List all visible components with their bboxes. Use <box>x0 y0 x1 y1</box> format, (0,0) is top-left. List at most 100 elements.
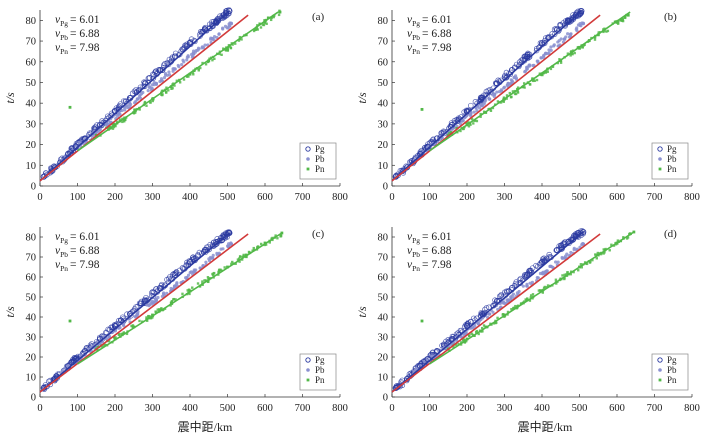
data-point-pn <box>540 72 544 76</box>
x-tick-label: 0 <box>37 192 42 203</box>
scatter-point-pn <box>591 258 594 262</box>
scatter-point-pb <box>133 101 137 105</box>
velocity-symbol: v <box>55 259 61 271</box>
scatter-point-pg <box>182 43 189 49</box>
scatter-point-pn <box>101 345 105 348</box>
scatter-point-pn <box>603 27 606 30</box>
scatter-point-pn <box>528 83 532 86</box>
scatter-point-pb <box>227 242 231 246</box>
data-point-pg <box>578 7 585 15</box>
scatter-point-pn <box>255 27 259 31</box>
scatter-point-pb <box>502 86 506 90</box>
y-tick-label: 40 <box>378 313 389 324</box>
scatter-point-pn <box>259 26 263 29</box>
scatter-point-pb <box>552 44 556 48</box>
x-tick-label: 500 <box>572 403 588 414</box>
x-tick-label: 400 <box>534 192 550 203</box>
velocity-value: = 6.01 <box>70 231 100 243</box>
scatter-point-pn <box>171 87 174 90</box>
data-point-pb <box>487 312 492 316</box>
scatter-point-pb <box>203 43 207 47</box>
scatter-point-pn <box>253 28 257 31</box>
data-point-pg <box>226 7 233 15</box>
scatter-point-pg <box>216 237 223 244</box>
scatter-point-pn <box>206 280 210 283</box>
legend-label: Pg <box>667 355 677 365</box>
scatter-point-pb <box>425 358 429 362</box>
scatter-point-pb <box>569 250 573 255</box>
scatter-point-pn <box>172 298 175 301</box>
legend-label: Pn <box>667 375 677 385</box>
scatter-point-pn <box>529 296 532 299</box>
x-tick-label: 0 <box>389 192 394 203</box>
scatter-point-pn <box>165 86 168 89</box>
scatter-point-pn <box>606 29 610 33</box>
scatter-point-pg <box>483 88 490 95</box>
data-point-pb <box>506 81 511 86</box>
data-point-pb <box>154 81 159 86</box>
scatter-point-pn <box>594 253 597 256</box>
scatter-point-pb <box>549 45 553 49</box>
scatter-point-pb <box>162 291 166 295</box>
velocity-value: = 6.01 <box>422 14 452 26</box>
velocity-subscript: Pn <box>60 47 68 56</box>
legend-marker-pg <box>657 357 663 363</box>
x-tick-label: 500 <box>220 403 236 414</box>
y-axis-title: t/s <box>355 92 369 104</box>
chart-panel-1: 0 100 200 300 400 500 600 700 800 0 10 20 30 40 50 60 70… <box>3 7 348 203</box>
scatter-point-pg <box>545 34 552 40</box>
scatter-point-pn <box>558 58 561 61</box>
velocity-subscript: Pg <box>60 236 68 245</box>
scatter-point-pn <box>605 30 608 33</box>
scatter-point-pg <box>205 244 211 250</box>
data-point-pb <box>116 111 121 116</box>
data-point-pg <box>523 271 531 279</box>
scatter-point-pb <box>146 303 151 307</box>
scatter-point-pb <box>160 79 165 83</box>
scatter-point-pn <box>222 47 225 50</box>
scatter-point-pn <box>107 339 111 343</box>
scatter-point-pn <box>251 249 254 252</box>
y-tick-label: 80 <box>378 233 389 244</box>
scatter-point-pb <box>554 260 558 264</box>
velocity-value: = 6.88 <box>70 245 100 257</box>
scatter-point-pn <box>103 343 106 346</box>
scatter-point-pb <box>472 110 476 114</box>
scatter-point-pb <box>548 264 552 268</box>
scatter-point-pn <box>186 289 189 292</box>
scatter-point-pn <box>191 286 194 289</box>
velocity-annotation: vPn = 7.98 <box>407 42 452 56</box>
scatter-point-pn <box>602 252 605 255</box>
scatter-point-pg <box>495 77 501 83</box>
x-tick-label: 800 <box>332 403 348 414</box>
data-point-pg <box>572 12 579 19</box>
scatter-point-pg <box>142 300 148 306</box>
scatter-point-pn <box>112 125 116 129</box>
scatter-point-pn <box>468 334 471 337</box>
data-point-pg <box>553 246 561 254</box>
fit-line-pn <box>429 231 635 365</box>
scatter-point-pn <box>111 127 115 130</box>
scatter-point-pb <box>557 39 561 43</box>
scatter-point-pn <box>173 84 176 87</box>
scatter-point-pn <box>566 52 570 55</box>
x-tick-label: 100 <box>422 192 438 203</box>
legend-label: Pb <box>315 365 325 375</box>
scatter-point-pb <box>186 54 190 58</box>
y-tick-label: 70 <box>378 37 389 48</box>
velocity-subscript: Pn <box>60 264 68 273</box>
panel-label: (a) <box>312 11 325 23</box>
scatter-point-pg <box>190 256 197 262</box>
scatter-point-pb <box>177 65 181 69</box>
scatter-point-pn <box>158 308 162 311</box>
scatter-point-pn <box>451 343 455 346</box>
scatter-point-pb <box>479 104 484 108</box>
scatter-point-pg <box>543 255 550 262</box>
scatter-point-pn <box>505 97 508 100</box>
scatter-point-pn <box>264 243 268 246</box>
y-tick-label: 50 <box>378 78 389 89</box>
data-point-pn <box>68 319 72 323</box>
scatter-point-pg <box>49 167 55 174</box>
scatter-point-pn <box>121 332 124 336</box>
data-point-pg <box>226 229 233 237</box>
